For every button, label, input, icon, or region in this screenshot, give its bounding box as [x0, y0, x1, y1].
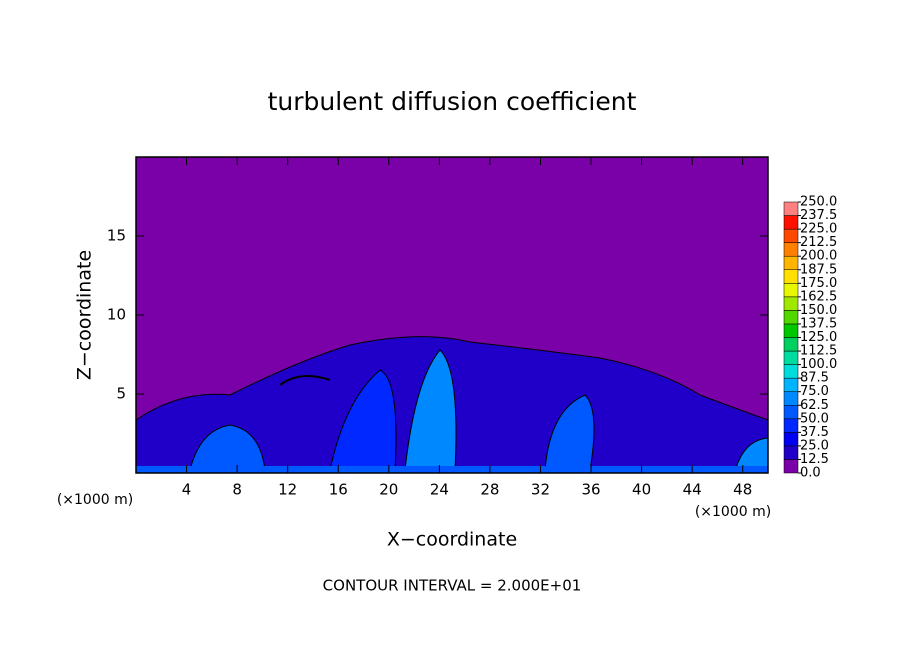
colorbar-label: 62.5: [800, 398, 829, 413]
colorbar-swatch: [783, 242, 799, 257]
colorbar-swatch: [783, 391, 799, 406]
y-tick-label: 10: [107, 306, 126, 324]
y-tick-label: 5: [116, 385, 126, 403]
colorbar-label: 87.5: [800, 371, 829, 386]
colorbar-label: 150.0: [800, 303, 837, 318]
colorbar-label: 37.5: [800, 425, 829, 440]
x-tick-label: 24: [430, 481, 449, 499]
x-tick-label: 8: [232, 481, 242, 499]
colorbar-swatch: [783, 418, 799, 433]
x-tick-label: 48: [733, 481, 752, 499]
field-region: [404, 349, 457, 471]
colorbar-label: 212.5: [800, 235, 837, 250]
x-tick-label: 4: [182, 481, 192, 499]
colorbar-label: 162.5: [800, 289, 837, 304]
field-region: [329, 369, 397, 471]
colorbar-swatch: [783, 215, 799, 230]
colorbar-label: 112.5: [800, 344, 837, 359]
x-tick-label: 40: [632, 481, 651, 499]
x-unit: (×1000 m): [695, 504, 771, 520]
colorbar-swatch: [783, 432, 799, 447]
colorbar-swatch: [783, 310, 799, 325]
colorbar-label: 100.0: [800, 357, 837, 372]
colorbar-label: 75.0: [800, 384, 829, 399]
colorbar-swatch: [783, 296, 799, 311]
x-tick-label: 44: [683, 481, 702, 499]
footnote: CONTOUR INTERVAL = 2.000E+01: [323, 577, 582, 595]
colorbar-label: 12.5: [800, 452, 829, 467]
chart-title: turbulent diffusion coefficient: [268, 87, 637, 116]
colorbar-swatch: [783, 377, 799, 392]
x-tick-label: 32: [531, 481, 550, 499]
field-contour: [279, 375, 331, 386]
field-region: [189, 424, 266, 471]
colorbar-label: 200.0: [800, 249, 837, 264]
colorbar-swatch: [783, 255, 799, 271]
x-unit: (×1000 m): [57, 492, 133, 508]
field-region: [136, 466, 768, 473]
colorbar-swatch: [783, 201, 799, 216]
colorbar-label: 50.0: [800, 411, 829, 426]
contour-field: [135, 157, 769, 474]
colorbar-swatch: [783, 337, 799, 352]
colorbar-swatch: [783, 364, 799, 379]
colorbar-swatch: [783, 459, 799, 474]
colorbar-swatch: [783, 283, 799, 298]
colorbar-label: 187.5: [800, 262, 837, 277]
colorbar-label: 225.0: [800, 222, 837, 237]
colorbar-swatch: [783, 445, 799, 460]
x-tick-label: 36: [581, 481, 600, 499]
x-tick-label: 16: [329, 481, 348, 499]
colorbar-label: 25.0: [800, 438, 829, 453]
colorbar-label: 175.0: [800, 276, 837, 291]
x-tick-label: 20: [379, 481, 398, 499]
y-axis-label: Z−coordinate: [74, 250, 96, 380]
x-tick-label: 28: [480, 481, 499, 499]
colorbar-label: 125.0: [800, 330, 837, 345]
colorbar-swatch: [783, 269, 799, 284]
colorbar-label: 0.0: [800, 466, 821, 481]
colorbar-label: 237.5: [800, 208, 837, 223]
y-tick-label: 15: [107, 227, 126, 245]
colorbar-label: 137.5: [800, 316, 837, 331]
colorbar-swatch: [783, 405, 799, 420]
colorbar-swatch: [783, 228, 799, 243]
colorbar-label: 250.0: [800, 195, 837, 210]
colorbar-swatch: [783, 350, 799, 365]
x-tick-label: 12: [278, 481, 297, 499]
x-axis-label: X−coordinate: [387, 529, 517, 551]
colorbar-swatch: [783, 323, 799, 338]
field-region: [544, 394, 595, 471]
